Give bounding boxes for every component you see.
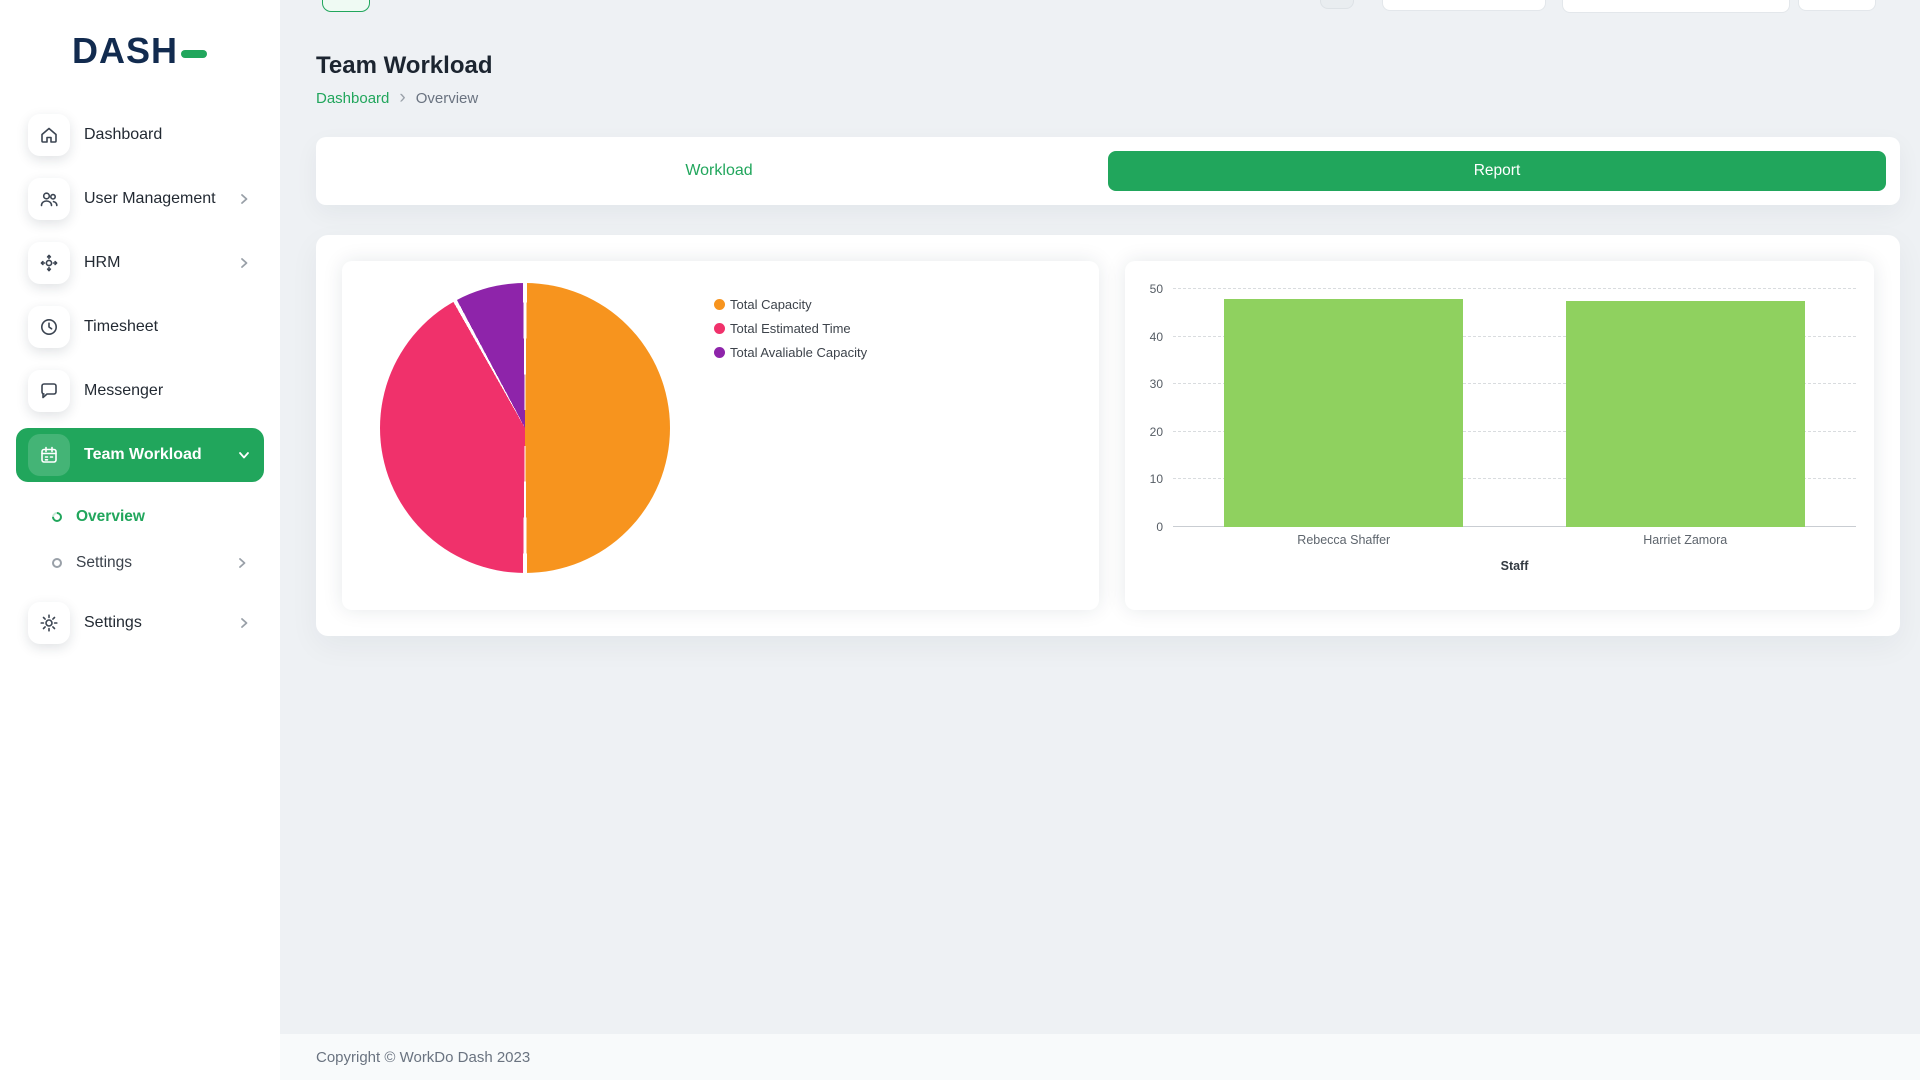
charts-card: Total Capacity Total Estimated Time Tota… (316, 235, 1900, 636)
sidebar-subitem-label: Settings (76, 554, 133, 571)
bar-2[interactable] (1565, 300, 1805, 527)
y-tick-label: 20 (1149, 424, 1163, 439)
bullet-ring-icon (49, 509, 65, 525)
page-title: Team Workload (316, 52, 493, 79)
chevron-right-icon (236, 191, 252, 207)
pie-chart[interactable] (380, 283, 670, 573)
sidebar-item-user-management[interactable]: User Management (16, 172, 264, 226)
sidebar-item-messenger[interactable]: Messenger (16, 364, 264, 418)
sidebar-item-label: Messenger (84, 382, 164, 399)
y-tick-label: 0 (1156, 520, 1163, 534)
y-tick-label: 50 (1149, 282, 1163, 296)
sidebar-subitem-label: Overview (76, 508, 145, 525)
calendar-icon (28, 434, 70, 476)
team-workload-subnav: Overview Settings (16, 494, 264, 586)
gridline (1173, 478, 1856, 480)
sidebar-item-label: Team Workload (84, 446, 202, 463)
copyright-text: Copyright © WorkDo Dash 2023 (316, 1048, 531, 1066)
bar-1[interactable] (1224, 298, 1464, 527)
sidebar-item-timesheet[interactable]: Timesheet (16, 300, 264, 354)
clock-icon (28, 306, 70, 348)
cropped-topbar-control[interactable] (1798, 0, 1876, 11)
users-icon (28, 178, 70, 220)
gridline (1173, 335, 1856, 337)
tab-report[interactable]: Report (1108, 151, 1886, 191)
legend-item-total-available-capacity[interactable]: Total Avaliable Capacity (714, 345, 867, 360)
gear-icon (28, 602, 70, 644)
logo-dash-icon (181, 50, 208, 58)
y-tick-label: 10 (1149, 472, 1163, 487)
tab-workload-area[interactable]: Workload (330, 137, 1108, 205)
breadcrumb-separator-icon: › (399, 87, 406, 108)
sidebar: DASH Dashboard User Management HRM (0, 0, 280, 1080)
sidebar-item-label: User Management (84, 190, 216, 207)
breadcrumb-dashboard-link[interactable]: Dashboard (316, 90, 390, 107)
cropped-topbar-control[interactable] (1382, 0, 1546, 11)
sidebar-item-label: Settings (84, 614, 142, 631)
view-toggle-card: Workload Report (316, 137, 1900, 205)
hrm-icon (28, 242, 70, 284)
bar-cell (1173, 289, 1515, 527)
sidebar-subitem-settings[interactable]: Settings (16, 540, 264, 586)
y-tick-label: 30 (1149, 377, 1163, 392)
logo-text: DASH (72, 30, 179, 71)
capacity-pie-panel: Total Capacity Total Estimated Time Tota… (342, 261, 1099, 610)
sidebar-item-label: HRM (84, 254, 121, 271)
legend-label: Total Capacity (730, 297, 812, 312)
sidebar-item-settings[interactable]: Settings (16, 596, 264, 650)
chevron-right-icon (236, 615, 252, 631)
home-icon (28, 114, 70, 156)
sidebar-subitem-overview[interactable]: Overview (16, 494, 264, 540)
tab-workload[interactable]: Workload (685, 162, 753, 179)
sidebar-item-dashboard[interactable]: Dashboard (16, 108, 264, 162)
bar-category-label: Harriet Zamora (1643, 533, 1728, 547)
gridline (1173, 526, 1856, 527)
bullet-ring-icon (49, 555, 65, 571)
bars (1173, 289, 1856, 527)
legend-item-total-capacity[interactable]: Total Capacity (714, 297, 867, 312)
gridline (1173, 288, 1856, 289)
sidebar-nav: Dashboard User Management HRM Time (16, 108, 264, 650)
app-logo[interactable]: DASH (72, 30, 264, 72)
bar-y-axis: 0 10 20 30 40 50 (1139, 282, 1173, 534)
sidebar-item-label: Timesheet (84, 318, 159, 335)
legend-label: Total Avaliable Capacity (730, 345, 868, 360)
bar-x-axis-title: Staff (1500, 559, 1529, 573)
breadcrumb-current: Overview (415, 90, 479, 107)
chevron-right-icon (236, 255, 252, 271)
bar-chart: 0 10 20 30 40 50 (1139, 282, 1856, 534)
gridline (1173, 383, 1856, 385)
sidebar-item-label: Dashboard (84, 126, 163, 143)
chevron-down-icon (236, 447, 252, 463)
staff-bar-panel: 0 10 20 30 40 50 Rebecca Shaffer Harriet Zamor… (1125, 261, 1874, 610)
breadcrumb: Dashboard › Overview (316, 87, 1900, 108)
cropped-topbar-control[interactable] (1562, 0, 1790, 13)
y-tick-label: 40 (1149, 329, 1163, 344)
bar-x-labels: Rebecca Shaffer Harriet Zamora (1173, 533, 1856, 547)
legend-item-total-estimated-time[interactable]: Total Estimated Time (714, 321, 867, 336)
bar-plot-area (1173, 288, 1856, 527)
bar-cell (1515, 289, 1857, 527)
footer: Copyright © WorkDo Dash 2023 (280, 1034, 1920, 1080)
legend-label: Total Estimated Time (730, 321, 851, 336)
bar-category-label: Rebecca Shaffer (1297, 533, 1391, 547)
cropped-topbar-control[interactable] (1320, 0, 1354, 9)
legend-swatch-pink-icon (714, 323, 725, 334)
page-content: Team Workload Dashboard › Overview Workl… (280, 0, 1920, 636)
sidebar-item-hrm[interactable]: HRM (16, 236, 264, 290)
chevron-right-icon (234, 555, 250, 571)
main-area: Team Workload Dashboard › Overview Workl… (280, 0, 1920, 1080)
legend-swatch-orange-icon (714, 299, 725, 310)
gridline (1173, 430, 1856, 432)
legend-swatch-purple-icon (714, 347, 725, 358)
pie-legend: Total Capacity Total Estimated Time Tota… (714, 297, 867, 596)
cropped-topbar-badge[interactable] (322, 0, 370, 12)
chat-icon (28, 370, 70, 412)
sidebar-item-team-workload[interactable]: Team Workload (16, 428, 264, 482)
